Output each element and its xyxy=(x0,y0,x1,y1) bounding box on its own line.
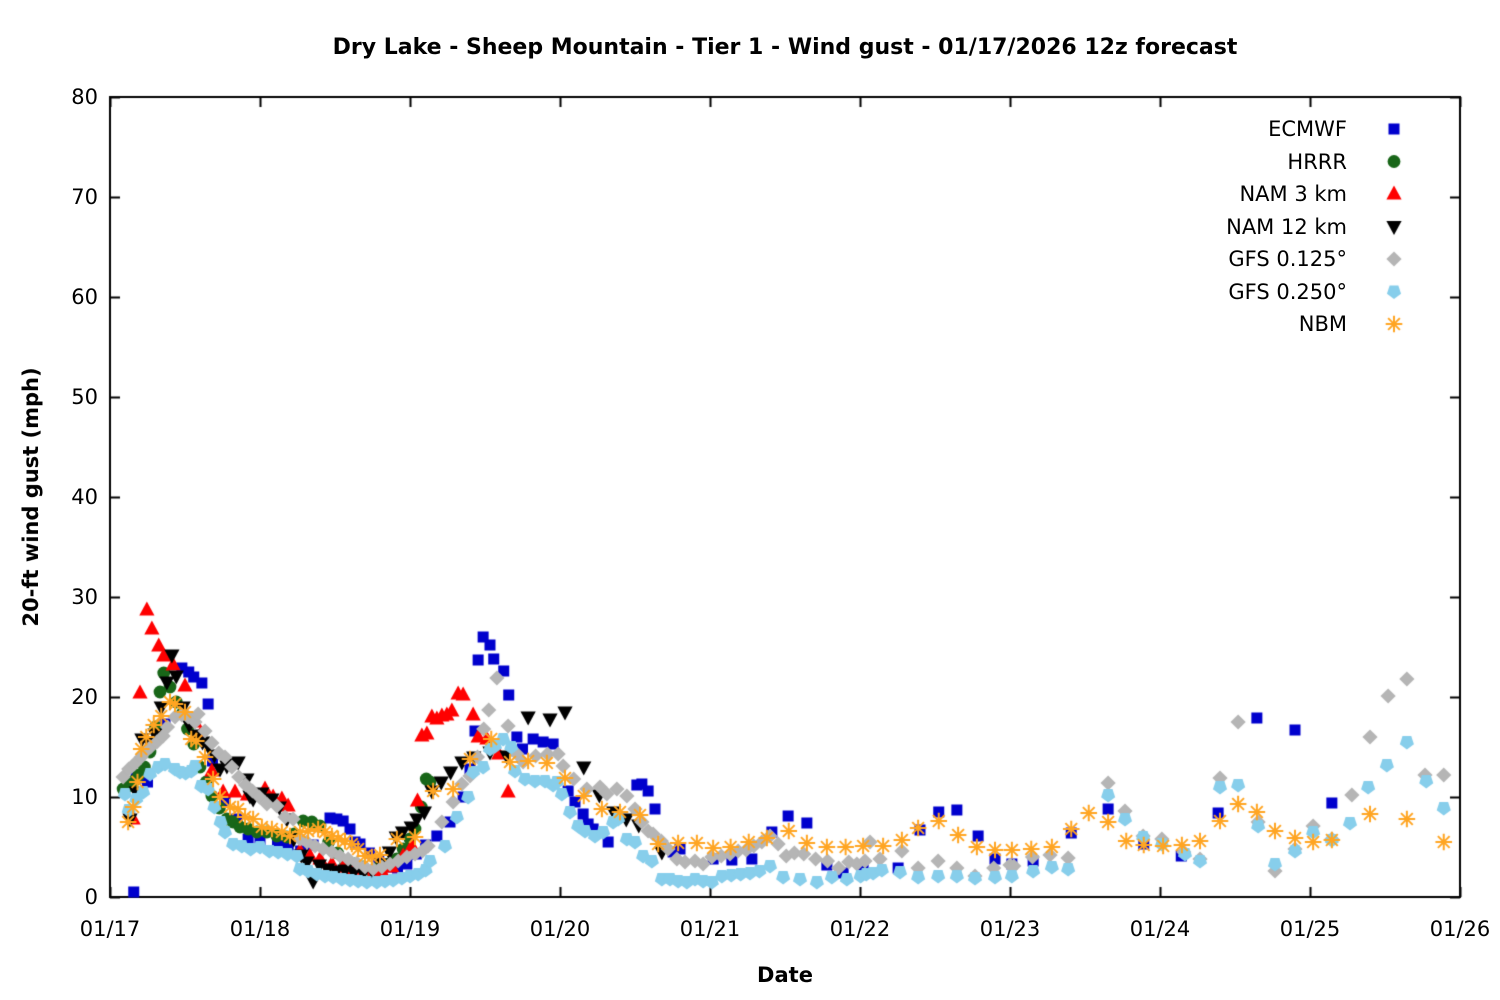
legend-label-gfs-0-125-: GFS 0.125° xyxy=(1228,247,1347,271)
x-tick-label-01-25: 01/25 xyxy=(1279,917,1341,941)
legend-label-nbm: NBM xyxy=(1298,312,1347,336)
y-tick-label-70: 70 xyxy=(71,185,98,209)
x-axis-label: Date xyxy=(757,963,813,987)
x-tick-label-01-26: 01/26 xyxy=(1429,917,1491,941)
y-tick-label-10: 10 xyxy=(71,785,98,809)
x-tick-label-01-17: 01/17 xyxy=(79,917,141,941)
x-tick-label-01-21: 01/21 xyxy=(679,917,741,941)
legend-label-gfs-0-250-: GFS 0.250° xyxy=(1228,279,1347,304)
legend-label-hrrr: HRRR xyxy=(1287,149,1347,174)
legend-label-nam-12-km: NAM 12 km xyxy=(1226,214,1347,239)
y-tick-label-0: 0 xyxy=(84,885,98,909)
y-tick-label-40: 40 xyxy=(71,485,98,509)
y-tick-label-20: 20 xyxy=(71,685,98,709)
legend-label-nam-3-km: NAM 3 km xyxy=(1239,182,1347,206)
y-tick-label-50: 50 xyxy=(71,385,98,409)
x-tick-label-01-24: 01/24 xyxy=(1129,917,1191,941)
y-tick-label-30: 30 xyxy=(71,585,98,609)
y-tick-label-80: 80 xyxy=(71,85,98,109)
x-tick-label-01-19: 01/19 xyxy=(379,917,441,941)
x-tick-label-01-22: 01/22 xyxy=(829,917,891,941)
x-tick-label-01-23: 01/23 xyxy=(979,917,1041,941)
y-tick-label-60: 60 xyxy=(71,285,98,309)
x-tick-label-01-18: 01/18 xyxy=(229,917,291,941)
chart-title: Dry Lake - Sheep Mountain - Tier 1 - Win… xyxy=(332,35,1238,60)
x-tick-label-01-20: 01/20 xyxy=(529,917,591,941)
legend-label-ecmwf: ECMWF xyxy=(1268,117,1347,141)
